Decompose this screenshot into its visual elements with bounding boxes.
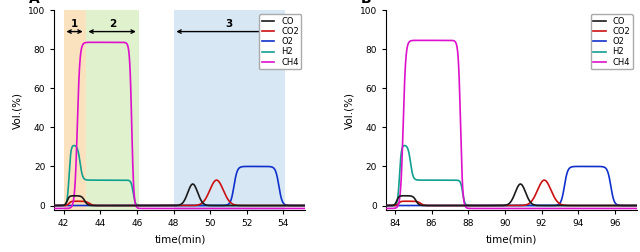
Text: 2: 2 — [109, 19, 116, 29]
Bar — [63, 10, 86, 210]
Text: B: B — [361, 0, 371, 6]
Text: A: A — [29, 0, 40, 6]
Y-axis label: Vol.(%): Vol.(%) — [13, 92, 22, 129]
X-axis label: time(min): time(min) — [486, 234, 537, 244]
Legend: CO, CO2, O2, H2, CH4: CO, CO2, O2, H2, CH4 — [591, 14, 632, 69]
X-axis label: time(min): time(min) — [154, 234, 205, 244]
Bar — [86, 10, 139, 210]
Text: 1: 1 — [71, 19, 78, 29]
Legend: CO, CO2, O2, H2, CH4: CO, CO2, O2, H2, CH4 — [259, 14, 301, 69]
Bar — [173, 10, 285, 210]
Y-axis label: Vol.(%): Vol.(%) — [344, 92, 354, 129]
Text: 3: 3 — [225, 19, 232, 29]
